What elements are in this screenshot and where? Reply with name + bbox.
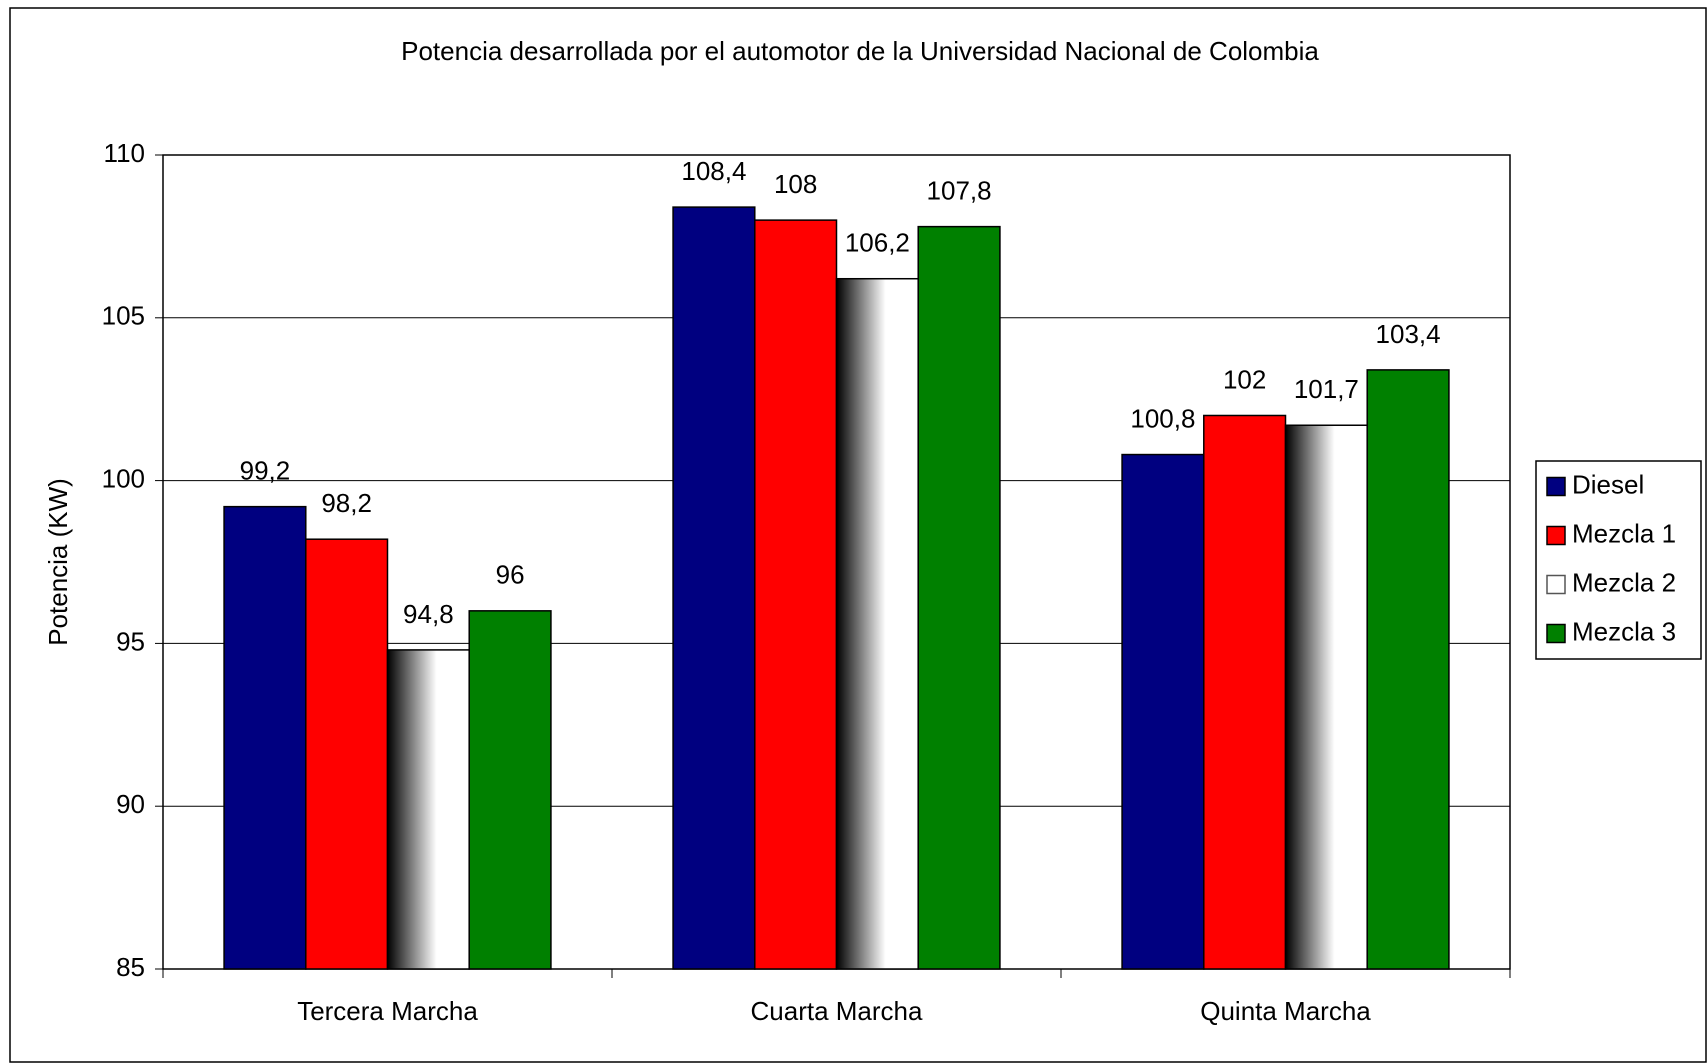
value-label: 108,4: [681, 156, 746, 186]
y-tick-label: 90: [116, 789, 145, 819]
legend-label: Diesel: [1572, 469, 1644, 499]
y-tick-label: 105: [102, 301, 145, 331]
y-tick-label: 110: [104, 138, 145, 168]
y-tick-label: 85: [116, 952, 145, 982]
legend-swatch: [1546, 525, 1566, 546]
chart-border: [9, 7, 1707, 1063]
bar: [1284, 424, 1368, 970]
value-label: 99,2: [240, 456, 291, 486]
bar: [672, 206, 756, 970]
value-label: 108: [774, 169, 817, 199]
value-label: 96: [496, 560, 525, 590]
bar: [386, 649, 470, 970]
bar: [835, 277, 919, 970]
value-label: 100,8: [1130, 403, 1195, 433]
bar: [754, 219, 838, 970]
bar: [917, 225, 1001, 970]
bar: [305, 538, 389, 970]
bar: [1366, 369, 1450, 970]
y-tick-label: 95: [116, 626, 145, 656]
x-tick-label: Cuarta Marcha: [751, 996, 923, 1026]
legend-swatch: [1546, 476, 1566, 497]
legend-label: Mezcla 2: [1572, 567, 1676, 597]
chart-title: Potencia desarrollada por el automotor d…: [401, 36, 1319, 66]
value-label: 101,7: [1294, 374, 1359, 404]
x-tick-label: Tercera Marcha: [297, 996, 478, 1026]
value-label: 106,2: [845, 228, 910, 258]
value-label: 102: [1223, 364, 1266, 394]
legend-swatch: [1546, 574, 1566, 595]
legend-label: Mezcla 3: [1572, 616, 1676, 646]
legend-label: Mezcla 1: [1572, 518, 1676, 548]
y-axis-label: Potencia (KW): [43, 478, 73, 646]
legend-swatch: [1546, 623, 1566, 644]
x-tick-label: Quinta Marcha: [1200, 996, 1371, 1026]
value-label: 94,8: [403, 599, 454, 629]
y-tick-label: 100: [102, 463, 145, 493]
value-label: 98,2: [321, 488, 372, 518]
bar: [223, 505, 307, 970]
bar: [1121, 453, 1205, 970]
value-label: 103,4: [1376, 319, 1441, 349]
bar: [468, 610, 552, 970]
bar: [1203, 414, 1287, 970]
value-label: 107,8: [927, 176, 992, 206]
